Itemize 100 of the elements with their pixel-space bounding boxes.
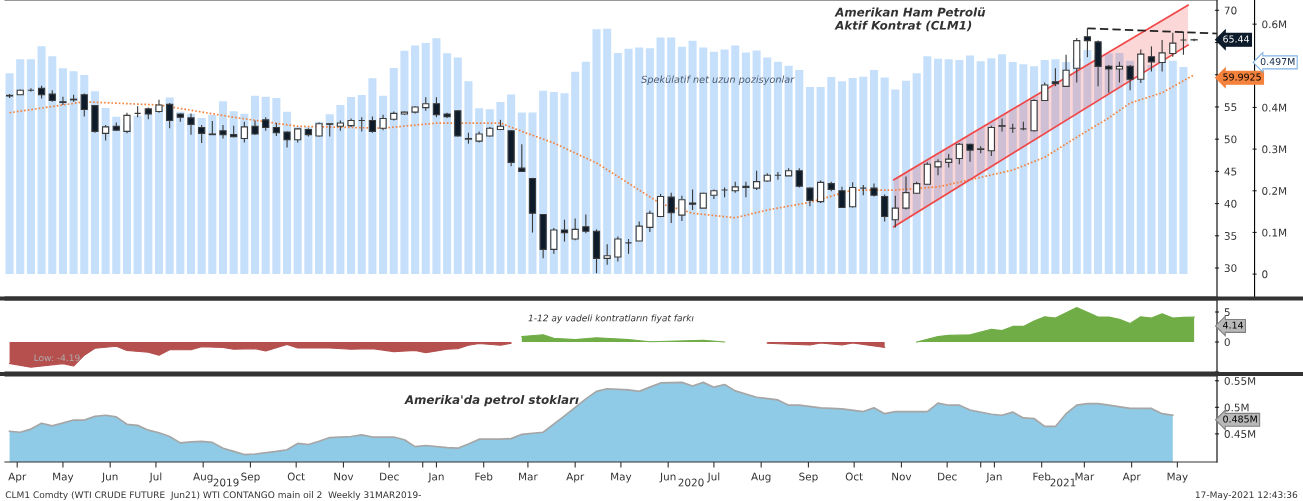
candlestick [902, 175, 910, 210]
bar [933, 58, 943, 275]
x-tick-label: Sep [241, 472, 260, 483]
bar [1179, 67, 1188, 275]
bar [827, 77, 836, 275]
candlestick [614, 235, 622, 263]
y-tick-label: 35 [1224, 232, 1237, 240]
bar [624, 48, 633, 275]
candlestick [198, 124, 206, 144]
candlestick [1041, 81, 1049, 102]
candlestick [923, 161, 931, 185]
candlestick [518, 143, 526, 173]
x-tick-label: Feb [1033, 472, 1051, 481]
bar [880, 77, 889, 275]
y2-tick-label: 0.1M [1262, 228, 1287, 237]
bar [37, 46, 46, 275]
bar [496, 102, 505, 275]
text: 4.14 [1223, 321, 1244, 329]
x-tick-label: Mar [519, 472, 538, 481]
bar [805, 87, 814, 275]
candlestick [955, 142, 963, 165]
y2-tick-label: 0.3M [1262, 145, 1287, 154]
x-tick-label: Jun [101, 472, 118, 483]
bar [955, 59, 964, 275]
bar [944, 59, 953, 275]
x2-tick-label: 2020 [678, 478, 704, 487]
candlestick [1062, 54, 1070, 88]
candlestick [1169, 32, 1177, 58]
bar [485, 109, 494, 275]
annotation: Spekülatif net uzun pozisyonlar [641, 75, 795, 85]
bar [304, 126, 313, 275]
x-tick-label: Apr [566, 472, 585, 483]
bar [261, 96, 270, 275]
y-tick-label: 5 [1224, 308, 1230, 317]
x-tick-label: Dec [380, 472, 399, 481]
candlestick [1115, 61, 1124, 84]
x-tick-label: Aug [193, 472, 213, 483]
bar [603, 28, 612, 275]
candlestick [582, 213, 590, 234]
bar [272, 97, 281, 275]
y-tick-label: 30 [1224, 264, 1237, 273]
y-tick-label: 45 [1224, 167, 1237, 176]
bar [325, 114, 334, 275]
bar [165, 97, 174, 275]
bar [848, 77, 857, 275]
bar [560, 93, 569, 275]
bar [112, 116, 121, 275]
bar [1168, 60, 1177, 275]
y2-tick-label: 0.2M [1262, 187, 1287, 195]
bar [315, 121, 324, 275]
bar [837, 81, 847, 275]
bar [58, 68, 67, 275]
bar [475, 108, 484, 275]
bar [197, 117, 206, 275]
bar [912, 73, 921, 275]
bar [998, 54, 1007, 275]
bar [464, 81, 473, 275]
bar [26, 59, 35, 275]
x-tick-label: Oct [845, 472, 863, 481]
text: 0.485M [1223, 415, 1257, 423]
candlestick [187, 112, 195, 136]
x-tick-label: May [1167, 472, 1188, 483]
bar [891, 89, 900, 275]
y-tick-label: 70 [1224, 6, 1237, 15]
candlestick [934, 158, 942, 176]
bar [581, 61, 590, 275]
candlestick [550, 227, 558, 255]
bar [176, 111, 185, 275]
bar [1115, 52, 1124, 275]
candlestick [219, 124, 227, 140]
y2-tick-label: 0.4M [1262, 103, 1287, 112]
x-tick-label: Jun [659, 472, 676, 483]
text: Amerikan Ham Petrolü Aktif Kontrat (CLM1) [834, 7, 986, 32]
bar [1083, 49, 1092, 275]
candlestick [998, 117, 1006, 132]
x-tick-label: Sep [799, 472, 818, 483]
y-tick-label: 40 [1224, 199, 1237, 208]
bar [186, 113, 196, 275]
x-tick-label: Aug [751, 472, 771, 483]
y-tick-label: 0.5M [1224, 403, 1249, 412]
candlestick [849, 181, 857, 209]
candlestick [881, 194, 889, 223]
bar [1126, 60, 1135, 275]
bar [1051, 59, 1060, 275]
candlestick [1105, 64, 1113, 94]
candlestick [1083, 27, 1092, 58]
candlestick [678, 195, 686, 222]
bar [571, 71, 580, 275]
candlestick [560, 219, 569, 243]
bar [517, 112, 526, 275]
candlestick [80, 92, 88, 118]
candlestick [1051, 67, 1060, 87]
bar [400, 50, 409, 275]
bar [293, 126, 302, 275]
candlestick [603, 243, 611, 266]
x-tick-label: Feb [475, 472, 493, 481]
x-tick-label: Oct [287, 472, 305, 481]
bar [208, 114, 217, 275]
bar [411, 45, 420, 275]
candlestick [166, 102, 174, 129]
